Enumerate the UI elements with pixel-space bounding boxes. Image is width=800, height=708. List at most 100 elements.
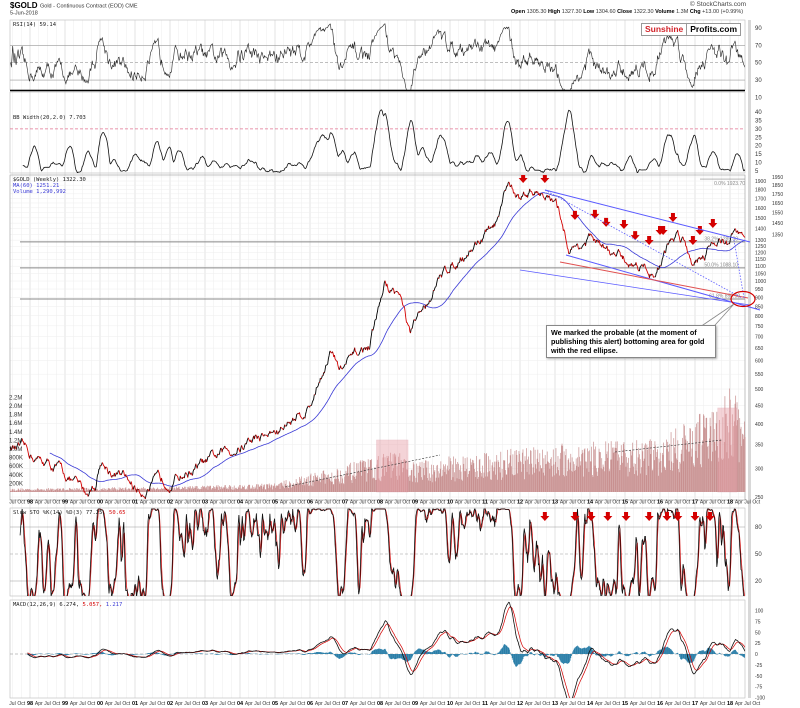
time-axis-year: 16 bbox=[657, 500, 663, 506]
volume-bar bbox=[594, 465, 596, 492]
volume-bar bbox=[452, 477, 454, 492]
volume-bar bbox=[244, 488, 246, 492]
volume-bar bbox=[126, 490, 128, 492]
volume-bar bbox=[634, 474, 636, 492]
macd-histogram-bar bbox=[539, 654, 541, 656]
volume-bar bbox=[620, 464, 621, 492]
macd-histogram-bar bbox=[399, 654, 401, 659]
volume-bar bbox=[235, 487, 237, 492]
macd-histogram-bar bbox=[480, 654, 481, 655]
upper-channel-line bbox=[544, 189, 751, 243]
open-label: Open bbox=[511, 9, 526, 15]
volume-bar bbox=[168, 488, 170, 492]
axes: 9070503010403530252015105200K400K600K800… bbox=[9, 26, 783, 707]
volume-bar bbox=[579, 456, 580, 492]
macd-histogram-bar bbox=[711, 648, 713, 654]
volume-bar bbox=[292, 484, 294, 492]
time-axis-month: Jul bbox=[429, 701, 435, 707]
macd-histogram-bar bbox=[695, 654, 697, 656]
macd-histogram-bar bbox=[149, 652, 151, 654]
volume-bar bbox=[152, 488, 154, 492]
volume-bar bbox=[511, 466, 512, 492]
blue-support-line bbox=[519, 269, 751, 306]
volume-bar bbox=[495, 474, 496, 492]
volume-bar bbox=[473, 463, 475, 492]
volume-bar bbox=[456, 464, 457, 492]
volume-bar bbox=[246, 489, 248, 492]
macd-histogram-bar bbox=[439, 650, 441, 654]
volume-bar bbox=[213, 488, 215, 492]
macd-histogram-bar bbox=[727, 654, 728, 657]
macd-histogram-bar bbox=[309, 653, 311, 654]
ma-label: MA(60) 1251.21 bbox=[13, 183, 59, 189]
macd-histogram-bar bbox=[523, 654, 525, 657]
volume-bar bbox=[382, 457, 384, 492]
volume-bar bbox=[365, 461, 366, 492]
volume-bar bbox=[133, 487, 135, 492]
volume-bar bbox=[58, 490, 59, 492]
volume-bar bbox=[246, 488, 247, 492]
macd-histogram-bar bbox=[511, 654, 513, 659]
volume-bar bbox=[336, 468, 338, 492]
macd-label-hist: 1.217 bbox=[106, 602, 123, 608]
volume-bar bbox=[211, 488, 213, 492]
time-axis-month: Oct bbox=[612, 701, 620, 707]
title-symbol: $GOLD bbox=[10, 1, 38, 10]
volume-bar bbox=[341, 475, 343, 492]
volume-bar bbox=[587, 451, 589, 492]
macd-histogram-bar bbox=[173, 653, 175, 654]
macd-histogram-bar bbox=[377, 648, 379, 654]
macd-histogram-bar bbox=[153, 652, 155, 654]
macd-histogram-bar bbox=[404, 654, 405, 660]
macd-histogram-bar bbox=[610, 654, 612, 657]
volume-bar bbox=[193, 488, 195, 492]
macd-histogram-bar bbox=[477, 652, 479, 654]
volume-bar bbox=[571, 470, 572, 492]
volume-bar bbox=[323, 470, 325, 492]
volume-bar bbox=[62, 487, 64, 492]
macd-histogram-bar bbox=[596, 654, 598, 656]
volume-bar bbox=[738, 462, 740, 492]
macd-histogram-bar bbox=[540, 654, 541, 656]
macd-histogram-bar bbox=[569, 654, 571, 661]
macd-histogram-bar bbox=[710, 648, 712, 654]
macd-histogram-bar bbox=[65, 654, 67, 656]
annotations bbox=[284, 189, 761, 488]
volume-bar bbox=[137, 489, 139, 492]
volume-bar bbox=[618, 457, 620, 492]
volume-bar bbox=[373, 478, 375, 492]
volume-bar bbox=[122, 487, 123, 492]
time-axis-month: Oct bbox=[682, 701, 690, 707]
volume-bar bbox=[302, 483, 304, 492]
volume-bar bbox=[71, 490, 73, 492]
volume-bar bbox=[391, 461, 393, 492]
macd-histogram-bar bbox=[77, 653, 78, 654]
macd-histogram-bar bbox=[436, 650, 438, 654]
macd-histogram-bar bbox=[325, 652, 327, 654]
macd-histogram-bar bbox=[85, 654, 87, 655]
volume-bar bbox=[320, 482, 321, 492]
volume-bar bbox=[581, 454, 582, 492]
price-tick-label: 700 bbox=[755, 335, 764, 341]
volume-bar bbox=[284, 488, 286, 492]
volume-bar bbox=[368, 467, 370, 492]
stoch-label-k: Slow STO %K(14) %D(3) 77.25, bbox=[13, 510, 106, 516]
volume-bar bbox=[124, 490, 125, 492]
volume-bar bbox=[268, 488, 269, 492]
volume-bar bbox=[548, 462, 549, 492]
volume-bar bbox=[145, 488, 146, 492]
macd-histogram-bar bbox=[620, 653, 622, 654]
volume-bar bbox=[736, 425, 737, 492]
volume-bar bbox=[710, 426, 712, 492]
macd-histogram-bar bbox=[727, 654, 729, 657]
volume-bar bbox=[519, 460, 521, 492]
macd-histogram-bar bbox=[740, 654, 742, 656]
volume-bar bbox=[388, 461, 390, 492]
macd-histogram-bar bbox=[567, 654, 568, 664]
macd-histogram-bar bbox=[67, 654, 69, 655]
macd-histogram-bar bbox=[100, 651, 102, 654]
volume-bar bbox=[128, 488, 130, 492]
time-axis-month: Oct bbox=[227, 701, 235, 707]
volume-bar bbox=[526, 471, 528, 492]
macd-histogram-bar bbox=[438, 649, 440, 654]
